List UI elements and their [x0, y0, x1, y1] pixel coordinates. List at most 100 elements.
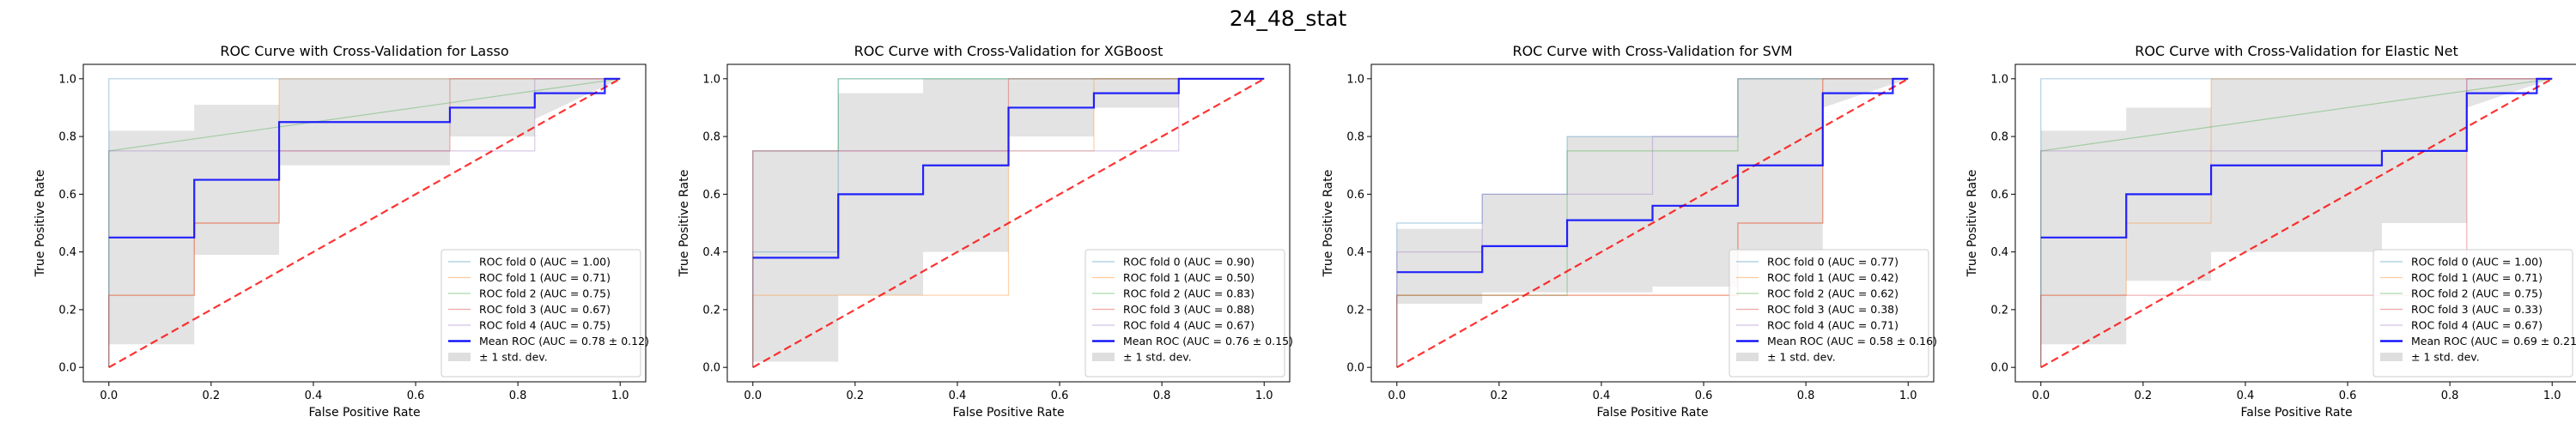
chance-line	[1396, 77, 1909, 369]
y-tick-label: 0.8	[702, 131, 720, 144]
std-dev-band	[2040, 78, 2553, 345]
legend-box	[1728, 249, 1929, 378]
roc-fold-3-line	[108, 78, 621, 368]
std-dev-band	[1396, 78, 1909, 305]
subplot-0: ROC Curve with Cross-Validation for Lass…	[33, 43, 649, 420]
x-tick-label: 0.0	[100, 390, 118, 402]
x-tick-label: 0.2	[2135, 390, 2153, 402]
subplots: ROC Curve with Cross-Validation for Lass…	[33, 43, 2576, 420]
legend-box	[440, 249, 641, 378]
x-tick-label: 0.4	[1593, 390, 1611, 402]
y-tick-label: 0.6	[58, 189, 76, 202]
roc-fold-0-line	[2040, 78, 2553, 368]
legend-label: Mean ROC (AUC = 0.58 ± 0.16)	[1767, 335, 1937, 347]
mean-roc-line	[1396, 77, 1909, 274]
legend-label: ± 1 std. dev.	[2411, 351, 2480, 364]
legend-swatch-std	[2380, 353, 2403, 361]
legend-label: ROC fold 3 (AUC = 0.33)	[2411, 303, 2543, 316]
y-tick-label: 0.6	[702, 189, 720, 202]
legend-label: ROC fold 1 (AUC = 0.50)	[1123, 271, 1255, 284]
subplot-title: ROC Curve with Cross-Validation for SVM	[1512, 43, 1792, 59]
legend-label: ROC fold 0 (AUC = 0.77)	[1767, 256, 1899, 269]
y-tick-label: 0.2	[702, 304, 720, 317]
axes-frame	[1370, 63, 1935, 383]
x-tick-label: 0.4	[305, 390, 323, 402]
legend-label: ROC fold 4 (AUC = 0.67)	[2411, 319, 2543, 332]
y-tick-label: 0.2	[1990, 304, 2008, 317]
y-axis-label: True Positive Rate	[677, 170, 691, 278]
roc-fold-0-line	[1396, 78, 1909, 368]
chance-line	[108, 77, 621, 369]
y-tick-label: 0.4	[702, 246, 720, 259]
x-tick-label: 0.6	[1695, 390, 1713, 402]
x-tick-label: 0.2	[847, 390, 865, 402]
x-tick-label: 0.6	[407, 390, 425, 402]
y-tick-label: 0.6	[1346, 189, 1364, 202]
x-tick-label: 0.8	[1153, 390, 1171, 402]
legend-label: Mean ROC (AUC = 0.69 ± 0.21)	[2411, 335, 2576, 347]
x-tick-label: 0.8	[509, 390, 527, 402]
y-tick-label: 0.2	[58, 304, 76, 317]
legend-label: ROC fold 2 (AUC = 0.75)	[479, 287, 611, 300]
legend-swatch-std	[448, 353, 471, 361]
x-tick-label: 1.0	[2543, 390, 2561, 402]
roc-fold-4-line	[1396, 78, 1909, 368]
y-tick-label: 0.0	[1346, 362, 1364, 375]
roc-fold-3-line	[1396, 78, 1909, 368]
legend: ROC fold 0 (AUC = 1.00) ROC fold 1 (AUC =…	[2372, 249, 2576, 378]
legend-label: Mean ROC (AUC = 0.78 ± 0.12)	[479, 335, 649, 347]
y-tick-label: 1.0	[702, 73, 720, 86]
x-tick-label: 1.0	[1899, 390, 1917, 402]
roc-fold-3-line	[2040, 78, 2553, 368]
subplot-title: ROC Curve with Cross-Validation for Lass…	[220, 43, 508, 59]
roc-fold-2-line	[752, 78, 1265, 368]
y-tick-label: 0.6	[1990, 189, 2008, 202]
legend-label: ROC fold 4 (AUC = 0.67)	[1123, 319, 1255, 332]
subplot-1: ROC Curve with Cross-Validation for XGBo…	[677, 43, 1293, 420]
legend-label: ROC fold 0 (AUC = 1.00)	[2411, 256, 2543, 269]
subplot-3: ROC Curve with Cross-Validation for Elas…	[1965, 43, 2576, 420]
y-tick-label: 1.0	[58, 73, 76, 86]
legend-label: ± 1 std. dev.	[1767, 351, 1836, 364]
roc-fold-2-line	[2040, 78, 2553, 368]
roc-fold-2-line	[1396, 78, 1909, 368]
y-tick-label: 0.0	[1990, 362, 2008, 375]
x-tick-label: 0.4	[949, 390, 967, 402]
x-tick-label: 0.2	[1491, 390, 1509, 402]
x-axis-label: False Positive Rate	[308, 406, 420, 420]
mean-roc-line	[108, 77, 621, 239]
legend-label: ± 1 std. dev.	[479, 351, 548, 364]
legend-label: ROC fold 0 (AUC = 0.90)	[1123, 256, 1255, 269]
roc-fold-0-line	[108, 78, 621, 368]
roc-fold-2-line	[108, 78, 621, 368]
legend-label: ROC fold 1 (AUC = 0.42)	[1767, 271, 1899, 284]
axes-frame	[82, 63, 647, 383]
x-axis-label: False Positive Rate	[1596, 406, 1708, 420]
legend-label: ROC fold 0 (AUC = 1.00)	[479, 256, 611, 269]
legend-label: ROC fold 4 (AUC = 0.71)	[1767, 319, 1899, 332]
legend-label: ROC fold 2 (AUC = 0.83)	[1123, 287, 1255, 300]
y-tick-label: 0.4	[1990, 246, 2008, 259]
x-tick-label: 0.4	[2237, 390, 2255, 402]
x-tick-label: 0.0	[744, 390, 762, 402]
legend: ROC fold 0 (AUC = 1.00) ROC fold 1 (AUC =…	[440, 249, 649, 378]
legend: ROC fold 0 (AUC = 0.77) ROC fold 1 (AUC =…	[1728, 249, 1937, 378]
subplot-title: ROC Curve with Cross-Validation for Elas…	[2135, 43, 2458, 59]
x-tick-label: 1.0	[611, 390, 629, 402]
roc-fold-4-line	[108, 78, 621, 368]
x-axis-label: False Positive Rate	[2240, 406, 2352, 420]
legend-label: Mean ROC (AUC = 0.76 ± 0.15)	[1123, 335, 1293, 347]
std-dev-band	[108, 78, 621, 345]
x-tick-label: 0.0	[2032, 390, 2050, 402]
y-tick-label: 1.0	[1990, 73, 2008, 86]
y-tick-label: 0.2	[1346, 304, 1364, 317]
legend-label: ROC fold 2 (AUC = 0.62)	[1767, 287, 1899, 300]
x-tick-label: 0.2	[203, 390, 221, 402]
y-tick-label: 0.8	[58, 131, 76, 144]
y-axis-label: True Positive Rate	[1321, 170, 1335, 278]
y-axis-label: True Positive Rate	[33, 170, 47, 278]
subplot-2: ROC Curve with Cross-Validation for SVM 0…	[1321, 43, 1937, 420]
legend-label: ROC fold 3 (AUC = 0.67)	[479, 303, 611, 316]
chance-line	[752, 77, 1265, 369]
